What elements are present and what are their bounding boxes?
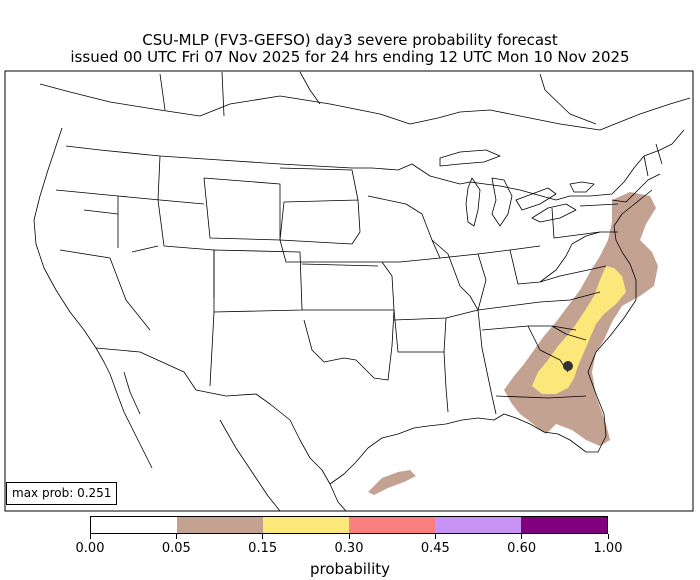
colorbar-tick-label: 0.15 [248, 541, 278, 556]
map-title-line2: issued 00 UTC Fri 07 Nov 2025 for 24 hrs… [70, 48, 630, 66]
colorbar-segment [349, 517, 435, 533]
colorbar-tick [607, 534, 609, 539]
colorbar-tick [175, 534, 177, 539]
max-prob-marker [563, 361, 573, 371]
colorbar-tick-label: 0.00 [75, 541, 105, 556]
map-title-line1: CSU-MLP (FV3-GEFSO) day3 severe probabil… [142, 31, 558, 49]
colorbar-tick-label: 0.60 [507, 541, 537, 556]
colorbar-tick [262, 534, 264, 539]
colorbar-segment [521, 517, 607, 533]
colorbar-label: probability [309, 560, 391, 578]
colorbar-tick-label: 1.00 [593, 541, 623, 556]
colorbar-tick-label: 0.05 [161, 541, 191, 556]
prob-area-low-gulf [368, 470, 416, 495]
forecast-map [4, 70, 694, 512]
colorbar-tick [434, 534, 436, 539]
colorbar-tick-label: 0.45 [420, 541, 450, 556]
colorbar-tick [348, 534, 350, 539]
colorbar-segment [177, 517, 263, 533]
prob-area-mid [532, 266, 626, 394]
colorbar-segment [263, 517, 349, 533]
colorbar-segment [435, 517, 521, 533]
colorbar-tick [89, 534, 91, 539]
colorbar-tick [521, 534, 523, 539]
colorbar [90, 516, 608, 534]
colorbar-tick-label: 0.30 [334, 541, 364, 556]
max-prob-box: max prob: 0.251 [6, 482, 118, 505]
colorbar-segment [91, 517, 177, 533]
